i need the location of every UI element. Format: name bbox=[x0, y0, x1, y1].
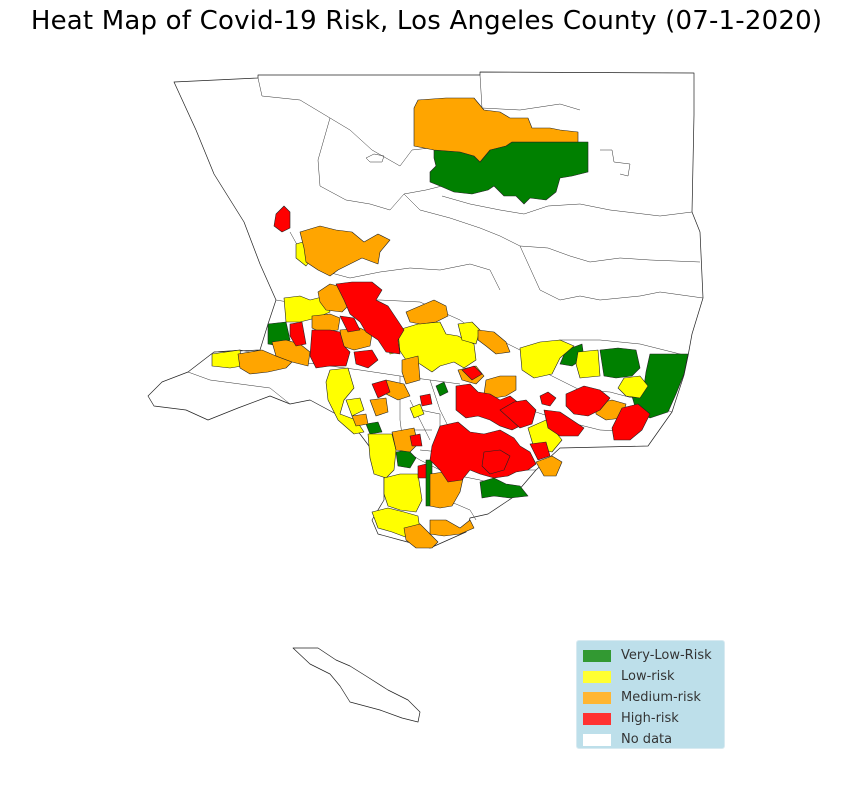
region-high bbox=[565, 385, 611, 417]
legend-label: Medium-risk bbox=[621, 690, 701, 705]
region-medium bbox=[311, 313, 341, 333]
legend-item-high: High-risk bbox=[583, 708, 724, 729]
legend-item-very-low: Very-Low-Risk bbox=[583, 645, 724, 666]
region-very-low bbox=[631, 353, 689, 419]
very-low-risk-regions bbox=[267, 141, 689, 507]
region-very-low bbox=[599, 347, 641, 379]
region-low bbox=[617, 375, 649, 399]
region-high bbox=[543, 409, 585, 437]
region-low bbox=[345, 397, 365, 417]
legend-swatch bbox=[583, 649, 611, 662]
region-medium bbox=[391, 427, 419, 453]
region-low bbox=[367, 433, 397, 479]
region-high bbox=[481, 449, 511, 475]
region-high bbox=[529, 441, 551, 461]
region-medium bbox=[401, 355, 421, 385]
region-low bbox=[519, 339, 575, 379]
region-medium bbox=[413, 97, 579, 163]
region-low bbox=[211, 349, 243, 369]
region-very-low bbox=[435, 381, 449, 397]
legend-swatch bbox=[583, 712, 611, 725]
region-high bbox=[289, 321, 307, 347]
high-risk-regions bbox=[273, 205, 651, 483]
region-high bbox=[539, 391, 557, 407]
map-legend: Very-Low-Risk Low-risk Medium-risk High-… bbox=[576, 640, 725, 749]
region-medium bbox=[299, 225, 391, 277]
region-high bbox=[461, 365, 483, 381]
region-high bbox=[273, 205, 291, 233]
region-medium bbox=[405, 299, 449, 325]
region-medium bbox=[271, 339, 311, 367]
region-high bbox=[419, 393, 433, 407]
legend-item-no-data: No data bbox=[583, 729, 724, 750]
legend-swatch bbox=[583, 691, 611, 704]
legend-swatch bbox=[583, 733, 611, 746]
region-high bbox=[335, 281, 405, 355]
region-high bbox=[611, 403, 651, 441]
map-title: Heat Map of Covid-19 Risk, Los Angeles C… bbox=[30, 6, 823, 36]
region-high bbox=[499, 399, 537, 429]
legend-item-low: Low-risk bbox=[583, 666, 724, 687]
region-low bbox=[409, 403, 425, 419]
region-medium bbox=[535, 455, 563, 477]
region-medium bbox=[369, 397, 389, 417]
medium-risk-regions bbox=[237, 97, 627, 549]
region-low bbox=[325, 367, 365, 435]
region-very-low bbox=[365, 421, 383, 435]
region-high bbox=[429, 421, 537, 483]
region-high bbox=[417, 463, 427, 479]
region-medium bbox=[237, 349, 293, 375]
legend-item-medium: Medium-risk bbox=[583, 687, 724, 708]
legend-swatch bbox=[583, 670, 611, 683]
legend-label: Low-risk bbox=[621, 669, 675, 684]
region-high bbox=[309, 329, 351, 369]
region-high bbox=[371, 379, 391, 399]
region-medium bbox=[403, 523, 439, 549]
region-medium bbox=[477, 329, 511, 355]
region-medium bbox=[351, 413, 369, 427]
legend-label: No data bbox=[621, 732, 673, 747]
region-very-low bbox=[479, 477, 529, 499]
legend-label: High-risk bbox=[621, 711, 679, 726]
region-high bbox=[409, 433, 423, 447]
region-high bbox=[353, 349, 379, 369]
region-high bbox=[339, 315, 361, 333]
region-low bbox=[575, 349, 601, 379]
region-medium bbox=[429, 519, 475, 537]
region-low bbox=[383, 473, 423, 513]
legend-label: Very-Low-Risk bbox=[621, 648, 712, 663]
